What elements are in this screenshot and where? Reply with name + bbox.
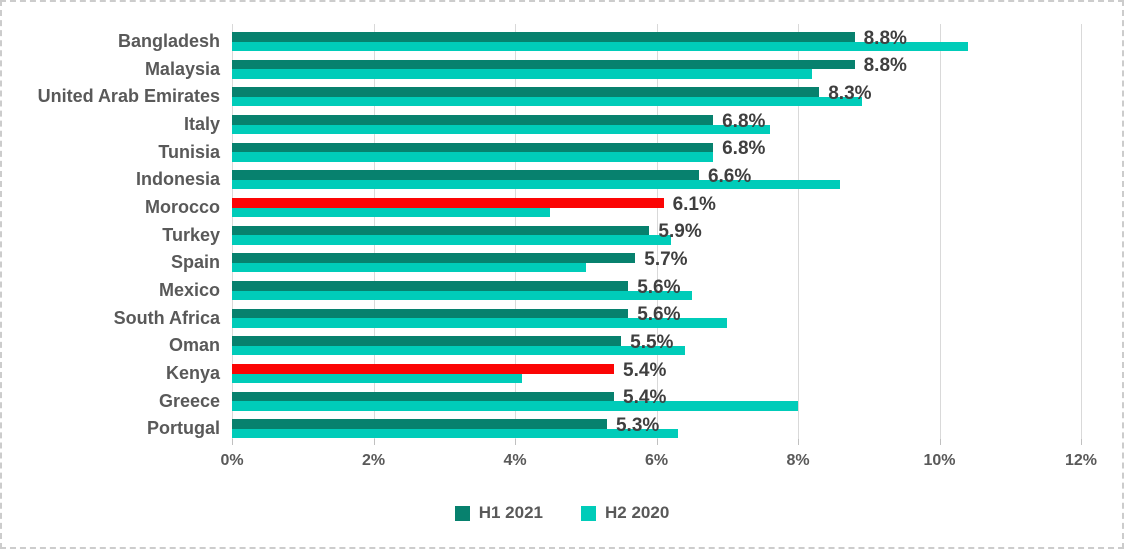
- bar-h1-2021-south-africa: [232, 308, 629, 319]
- bar-h2-2020-united-arab-emirates: [232, 96, 862, 107]
- category-label-tunisia: Tunisia: [158, 141, 220, 162]
- data-label-greece: 5.4%: [623, 387, 667, 409]
- data-label-turkey: 5.9%: [658, 221, 702, 243]
- bar-h1-2021-italy: [232, 115, 714, 125]
- category-label-mexico: Mexico: [158, 280, 220, 300]
- data-label-united-arab-emirates: 8.3%: [828, 82, 872, 104]
- data-label-italy: 6.8%: [722, 110, 766, 132]
- data-label-south-africa: 5.6%: [637, 304, 681, 326]
- category-label-spain: Spain: [170, 252, 220, 273]
- x-tick-2%: [373, 439, 375, 445]
- x-tick-4%: [515, 439, 516, 445]
- bar-h1-2021-greece: [232, 391, 615, 402]
- bar-h2-2020-morocco: [232, 207, 551, 217]
- x-axis-label-6%: 6%: [644, 452, 669, 469]
- legend-item-h2-2020: H2 2020: [581, 503, 669, 523]
- gridline-8%: [798, 24, 799, 439]
- legend-label: H1 2021: [478, 503, 543, 522]
- category-label-italy: Italy: [183, 114, 220, 134]
- legend-swatch-icon: [581, 505, 596, 521]
- data-label-spain: 5.7%: [644, 248, 688, 270]
- bar-h2-2020-greece: [232, 401, 798, 411]
- category-label-bangladesh: Bangladesh: [117, 31, 220, 51]
- data-label-malaysia: 8.8%: [863, 55, 907, 77]
- data-label-bangladesh: 8.8%: [863, 27, 907, 49]
- category-label-united-arab-emirates: United Arab Emirates: [37, 86, 220, 107]
- bar-h1-2021-mexico: [232, 281, 629, 291]
- gridline-12%: [1081, 24, 1082, 439]
- category-label-south-africa: South Africa: [113, 307, 220, 328]
- x-axis-label-10%: 10%: [923, 452, 956, 469]
- x-axis-label-2%: 2%: [361, 452, 386, 469]
- bar-h2-2020-turkey: [232, 235, 671, 245]
- data-label-portugal: 5.3%: [615, 414, 660, 436]
- plot-area: 8.8% 8.8% 8.3% 6.8% 6.8% 6.6% 6.1% 5.9% 5.7% 5.6%…: [232, 24, 1082, 439]
- legend-item-h1-2021: H1 2021: [454, 503, 543, 523]
- x-tick-12%: [1081, 439, 1082, 445]
- bar-h2-2020-spain: [232, 262, 586, 273]
- category-label-turkey: Turkey: [162, 224, 220, 245]
- bar-h2-2020-malaysia: [232, 69, 813, 79]
- bar-h1-2021-turkey: [232, 225, 650, 236]
- bar-h2-2020-oman: [232, 345, 685, 356]
- category-label-indonesia: Indonesia: [135, 169, 220, 190]
- bar-h2-2020-south-africa: [232, 318, 728, 328]
- category-label-kenya: Kenya: [165, 363, 220, 383]
- x-tick-8%: [798, 439, 799, 445]
- legend-swatch-icon: [454, 505, 470, 521]
- x-tick-10%: [939, 439, 941, 445]
- x-axis-label-12%: 12%: [1064, 452, 1098, 469]
- bar-h2-2020-bangladesh: [232, 41, 968, 51]
- x-axis-label-4%: 4%: [503, 452, 527, 469]
- x-axis-label-8%: 8%: [786, 452, 810, 469]
- data-label-mexico: 5.6%: [637, 276, 681, 298]
- bar-h1-2021-tunisia: [232, 142, 714, 153]
- data-label-kenya: 5.4%: [623, 359, 667, 381]
- bar-h1-2021-oman: [232, 336, 622, 346]
- category-label-malaysia: Malaysia: [144, 58, 220, 79]
- bar-h1-2021-bangladesh: [232, 32, 855, 42]
- bar-h1-2021-portugal: [232, 419, 607, 429]
- data-label-tunisia: 6.8%: [722, 138, 766, 160]
- bar-h1-2021-united-arab-emirates: [232, 87, 820, 97]
- data-label-indonesia: 6.6%: [707, 165, 752, 187]
- bar-h2-2020-italy: [232, 124, 770, 134]
- category-label-morocco: Morocco: [144, 197, 220, 217]
- bar-h2-2020-portugal: [232, 428, 678, 439]
- bar-h1-2021-spain: [232, 253, 636, 263]
- category-label-greece: Greece: [158, 390, 220, 411]
- legend-label: H2 2020: [605, 503, 670, 522]
- bar-h1-2021-indonesia: [232, 170, 699, 180]
- category-label-portugal: Portugal: [146, 418, 220, 439]
- bar-h1-2021-kenya: [232, 364, 615, 374]
- data-label-morocco: 6.1%: [672, 193, 716, 215]
- x-tick-6%: [656, 439, 658, 445]
- x-tick-0%: [232, 439, 233, 445]
- bar-h1-2021-morocco: [232, 198, 664, 208]
- bar-h2-2020-mexico: [232, 290, 692, 300]
- bar-h1-2021-malaysia: [232, 59, 855, 70]
- bar-h2-2020-indonesia: [232, 179, 841, 190]
- data-label-oman: 5.5%: [630, 331, 674, 353]
- category-label-oman: Oman: [168, 335, 220, 356]
- gridline-10%: [939, 24, 941, 439]
- bar-h2-2020-kenya: [232, 373, 523, 383]
- x-axis-label-0%: 0%: [220, 452, 244, 469]
- legend: H1 2021 H2 2020: [2, 503, 1122, 523]
- gridline-6%: [656, 24, 658, 439]
- bar-h2-2020-tunisia: [232, 152, 714, 162]
